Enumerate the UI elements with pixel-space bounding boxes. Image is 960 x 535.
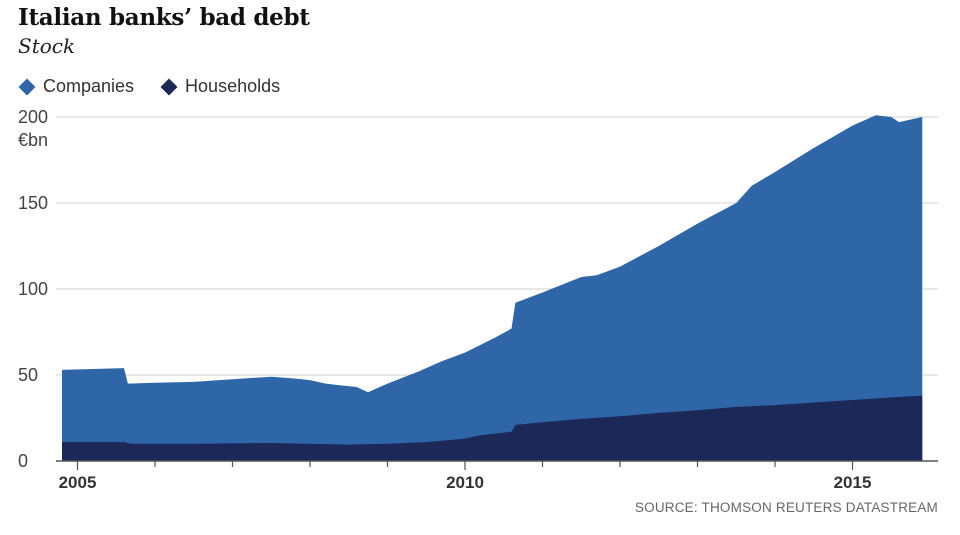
legend-label-companies: Companies (43, 76, 135, 96)
x-tick-label: 2005 (59, 473, 97, 492)
y-unit-label: €bn (18, 130, 48, 150)
y-tick-label: 100 (18, 279, 48, 299)
chart-subtitle: Stock (18, 34, 76, 58)
legend-item-companies: Companies (18, 76, 134, 97)
y-tick-label: 0 (18, 451, 28, 471)
x-tick-label: 2015 (834, 473, 872, 492)
legend-item-households: Households (160, 76, 280, 97)
companies-area (62, 115, 923, 461)
area-layer (62, 115, 923, 461)
legend-label-households: Households (185, 76, 281, 96)
y-tick-label: 200 (18, 107, 48, 127)
axis-layer: 0 50 100 150 200 €bn 2005 2010 2015 (18, 107, 938, 492)
source-note: SOURCE: THOMSON REUTERS DATASTREAM (634, 500, 938, 515)
y-tick-label: 50 (18, 365, 38, 385)
y-tick-label: 150 (18, 193, 48, 213)
chart-title: Italian banks’ bad debt (18, 4, 310, 31)
x-tick-label: 2010 (446, 473, 484, 492)
legend: Companies Households (18, 76, 306, 97)
households-area (62, 395, 923, 461)
